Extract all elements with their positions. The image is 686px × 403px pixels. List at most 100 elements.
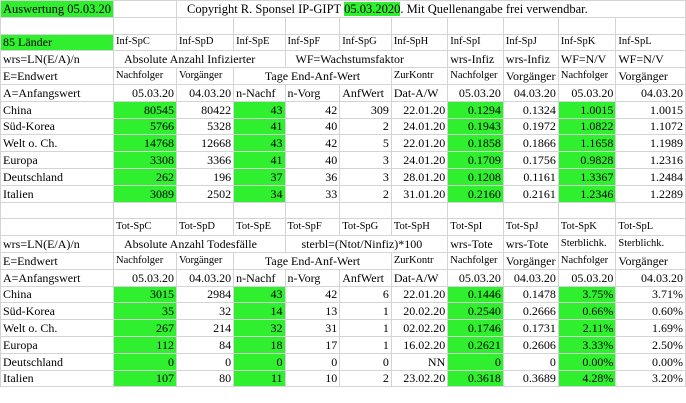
inf-value-cell[interactable]: 40 (284, 117, 341, 136)
inf-row3-cell[interactable]: Vorgänger (615, 67, 686, 85)
tot-col-id[interactable]: Tot-SpK (557, 218, 617, 237)
inf-value-cell[interactable]: 33 (284, 184, 341, 203)
inf-value-cell[interactable]: 34 (233, 184, 286, 203)
inf-date-cell[interactable]: 05.03.20 (557, 83, 617, 102)
inf-row2-cell[interactable]: WF=N/V (615, 50, 686, 69)
tot-value-cell[interactable]: 0.1446 (447, 285, 504, 304)
tot-value-cell[interactable]: 31 (284, 319, 341, 337)
tot-value-cell[interactable]: NN (390, 352, 449, 371)
tot-vorgaenger[interactable]: Vorgänger (175, 251, 235, 270)
inf-value-cell[interactable]: 0.1709 (447, 151, 504, 169)
inf-value-cell[interactable]: 0.1756 (502, 151, 559, 169)
tot-col-id[interactable]: Tot-SpI (447, 218, 504, 237)
tot-value-cell[interactable]: 2.11% (557, 319, 617, 337)
tot-country-cell[interactable]: China (0, 285, 114, 304)
inf-value-cell[interactable]: 42 (284, 134, 341, 153)
inf-col-id[interactable]: Inf-SpI (447, 33, 504, 52)
tot-value-cell[interactable]: 32 (175, 302, 235, 321)
inf-value-cell[interactable]: 262 (112, 167, 177, 186)
inf-value-cell[interactable]: 43 (233, 100, 286, 119)
inf-col-id[interactable]: Inf-SpE (233, 33, 286, 52)
tot-value-cell[interactable]: 2984 (175, 285, 235, 304)
inf-value-cell[interactable]: 309 (339, 100, 392, 119)
inf-country-cell[interactable]: Welt o. Ch. (0, 134, 114, 153)
inf-value-cell[interactable]: 196 (175, 167, 235, 186)
inf-value-cell[interactable]: 1.0015 (557, 100, 617, 119)
inf-value-cell[interactable]: 3 (339, 167, 392, 186)
tot-value-cell[interactable]: 42 (284, 285, 341, 304)
tot-value-cell[interactable]: 0.2621 (447, 335, 504, 354)
inf-value-cell[interactable]: 1.2346 (557, 184, 617, 203)
inf-col-id[interactable]: Inf-SpK (557, 33, 617, 52)
inf-value-cell[interactable]: 0.1324 (502, 100, 559, 119)
inf-row3-cell[interactable]: Nachfolger (447, 67, 504, 85)
tot-col-id[interactable]: Tot-SpE (233, 218, 286, 237)
tot-value-cell[interactable]: 214 (175, 319, 235, 337)
inf-value-cell[interactable]: 5 (339, 134, 392, 153)
inf-value-cell[interactable]: 0.1161 (502, 167, 559, 186)
tot-value-cell[interactable]: 0.2606 (502, 335, 559, 354)
inf-value-cell[interactable]: 1.1989 (615, 134, 686, 153)
tot-value-cell[interactable]: 0.00% (615, 352, 686, 371)
inf-country-cell[interactable]: Süd-Korea (0, 117, 114, 136)
tot-col-id[interactable]: Tot-SpC (112, 218, 177, 237)
tot-date-cell[interactable]: 04.03.20 (615, 268, 686, 287)
inf-value-cell[interactable]: 0.1943 (447, 117, 504, 136)
inf-country-cell[interactable]: Europa (0, 151, 114, 169)
tot-value-cell[interactable]: 13 (284, 302, 341, 321)
tot-value-cell[interactable]: 0 (502, 352, 559, 371)
inf-date-cell[interactable]: 04.03.20 (615, 83, 686, 102)
inf-value-cell[interactable]: 22.01.20 (390, 100, 449, 119)
tot-nachfolger[interactable]: Nachfolger (112, 251, 177, 270)
tot-formula[interactable]: wrs=LN(E/A)/n (0, 235, 114, 253)
inf-formula[interactable]: wrs=LN(E/A)/n (0, 50, 114, 69)
tot-value-cell[interactable]: 0.1746 (447, 319, 504, 337)
tot-value-cell[interactable]: 14 (233, 302, 286, 321)
tot-country-cell[interactable]: Europa (0, 335, 114, 354)
inf-value-cell[interactable]: 40 (284, 151, 341, 169)
tot-value-cell[interactable]: 80 (175, 369, 235, 388)
inf-date-cell[interactable]: 05.03.20 (447, 83, 504, 102)
tot-value-cell[interactable]: 0.66% (557, 302, 617, 321)
tot-value-cell[interactable]: 0 (175, 352, 235, 371)
inf-col-id[interactable]: Inf-SpJ (502, 33, 559, 52)
copyright-cell[interactable]: Copyright R. Sponsel IP-GIPT 05.03.2020.… (175, 0, 686, 18)
tot-value-cell[interactable]: 1.69% (615, 319, 686, 337)
tot-value-cell[interactable]: 10 (284, 369, 341, 388)
inf-value-cell[interactable]: 22.01.20 (390, 134, 449, 153)
tot-row3-cell[interactable]: Vorgänger (502, 251, 559, 270)
inf-value-cell[interactable]: 2 (339, 184, 392, 203)
inf-value-cell[interactable]: 3366 (175, 151, 235, 169)
inf-value-cell[interactable]: 0.2161 (502, 184, 559, 203)
tot-value-cell[interactable]: 0.1731 (502, 319, 559, 337)
tot-date-cell[interactable]: 04.03.20 (175, 268, 235, 287)
tot-value-cell[interactable]: 1 (339, 302, 392, 321)
tot-value-cell[interactable]: 0 (112, 352, 177, 371)
inf-value-cell[interactable]: 12668 (175, 134, 235, 153)
inf-value-cell[interactable]: 28.01.20 (390, 167, 449, 186)
tot-value-cell[interactable]: 35 (112, 302, 177, 321)
tot-value-cell[interactable]: 20.02.20 (390, 302, 449, 321)
tot-country-cell[interactable]: Deutschland (0, 352, 114, 371)
tot-value-cell[interactable]: 0 (339, 352, 392, 371)
tot-row2-cell[interactable]: wrs-Tote (447, 235, 504, 253)
tot-value-cell[interactable]: 4.28% (557, 369, 617, 388)
inf-value-cell[interactable]: 1.3367 (557, 167, 617, 186)
tot-row2-cell[interactable]: Sterblichk. (615, 235, 686, 253)
tot-value-cell[interactable]: 0.2540 (447, 302, 504, 321)
inf-value-cell[interactable]: 0.1972 (502, 117, 559, 136)
inf-value-cell[interactable]: 5328 (175, 117, 235, 136)
inf-date-cell[interactable]: 05.03.20 (112, 83, 177, 102)
inf-country-cell[interactable]: China (0, 100, 114, 119)
inf-date-cell[interactable]: n-Vorg (284, 83, 341, 102)
tot-value-cell[interactable]: 3.75% (557, 285, 617, 304)
inf-date-cell[interactable]: 04.03.20 (502, 83, 559, 102)
inf-col-id[interactable]: Inf-SpF (284, 33, 341, 52)
tot-value-cell[interactable]: 3.33% (557, 335, 617, 354)
inf-value-cell[interactable]: 24.01.20 (390, 117, 449, 136)
tot-col-id[interactable]: Tot-SpD (175, 218, 235, 237)
tot-value-cell[interactable]: 02.02.20 (390, 319, 449, 337)
inf-value-cell[interactable]: 0.2160 (447, 184, 504, 203)
inf-date-cell[interactable]: n-Nachf (233, 83, 286, 102)
inf-country-cell[interactable]: Deutschland (0, 167, 114, 186)
